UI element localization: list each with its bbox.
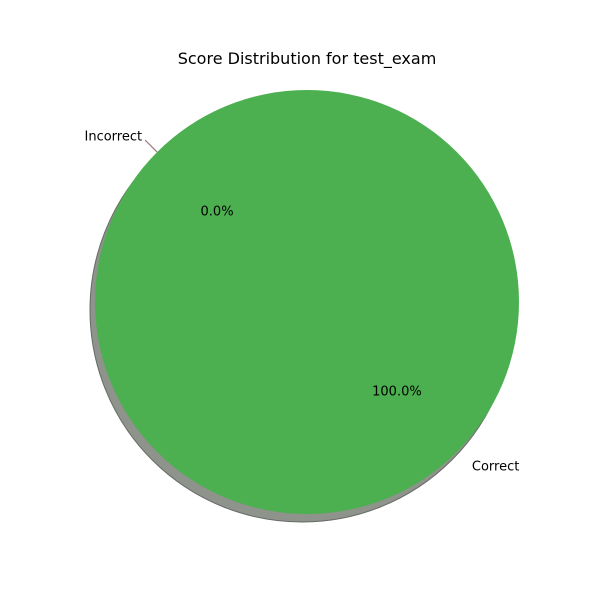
slice-label-incorrect: Incorrect	[85, 130, 143, 145]
slice-pct-label-incorrect: 0.0%	[201, 205, 234, 220]
pie-labels: Correct 100.0% Incorrect 0.0%	[85, 130, 520, 475]
pie-slice-incorrect	[144, 139, 158, 153]
slice-pct-label-correct: 100.0%	[372, 384, 422, 399]
pie-slice-correct	[95, 90, 519, 514]
slice-label-correct: Correct	[472, 459, 519, 474]
chart-title: Score Distribution for test_exam	[178, 49, 437, 69]
pie-slices	[95, 90, 519, 514]
